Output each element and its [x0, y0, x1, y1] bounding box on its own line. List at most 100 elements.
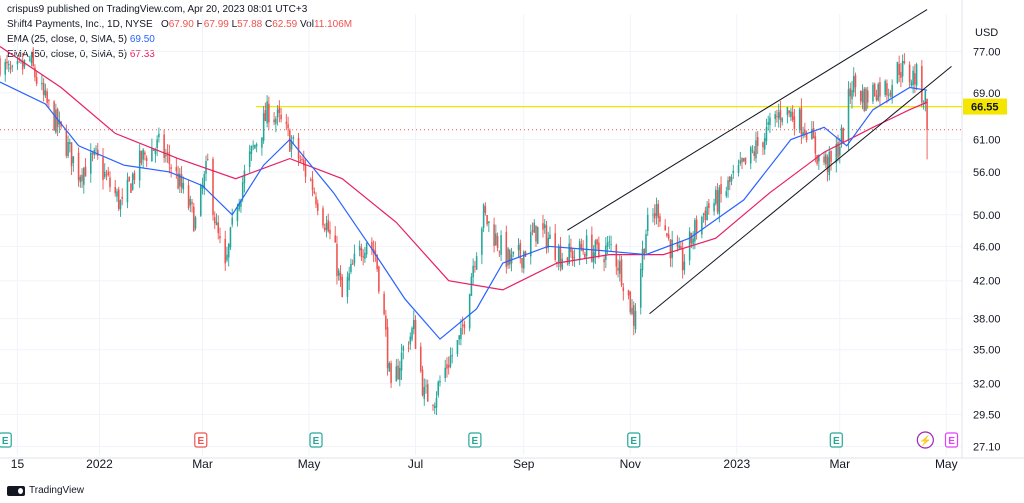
candle-body — [921, 66, 923, 103]
candle-body — [865, 88, 867, 111]
candle-body — [510, 254, 513, 264]
candle-body — [273, 119, 275, 123]
candle-body — [500, 235, 502, 255]
candle-body — [84, 166, 87, 177]
candle-body — [358, 245, 361, 251]
symbol-name[interactable]: Shift4 Payments, Inc., 1D, NYSE — [7, 19, 153, 30]
candle-body — [383, 293, 385, 315]
earnings-event-marker[interactable] — [309, 432, 323, 448]
candle-body — [21, 61, 24, 70]
publisher-text: crispus9 published on TradingView.com, A… — [7, 4, 308, 15]
ema25-line[interactable] — [0, 81, 928, 340]
candle-body — [825, 154, 827, 165]
candle-body — [55, 109, 57, 133]
candle-body — [692, 238, 694, 245]
candle-body — [72, 156, 75, 164]
candle-body — [193, 206, 195, 232]
candle-body — [177, 173, 179, 189]
candle-body — [646, 214, 649, 232]
candle-body — [549, 234, 551, 240]
earnings-event-marker[interactable] — [0, 432, 12, 448]
level-price-badge — [963, 98, 1007, 115]
earnings-event-marker[interactable] — [468, 432, 482, 448]
candle-body — [859, 90, 862, 102]
candle-body — [816, 154, 818, 164]
candle-body — [891, 84, 893, 98]
earnings-event-marker[interactable] — [627, 432, 641, 448]
candle-body — [823, 156, 825, 163]
candle-body — [571, 251, 574, 262]
candle-body — [278, 107, 281, 113]
x-tick-label: Nov — [620, 457, 641, 471]
candle-body — [744, 157, 747, 164]
candle-body — [484, 206, 487, 213]
ema50-legend[interactable]: EMA (50, close, 0, SMA, 5) 67.33 — [7, 49, 155, 61]
candle-body — [653, 213, 656, 219]
candle-body — [474, 266, 476, 268]
channel-upper-trendline[interactable] — [567, 9, 928, 231]
candle-body — [119, 199, 122, 210]
candle-body — [292, 137, 295, 139]
candle-body — [194, 217, 197, 229]
candle-body — [299, 159, 302, 161]
candle-body — [264, 110, 267, 122]
candle-body — [219, 236, 221, 239]
candle-body — [884, 80, 886, 95]
candle-body — [666, 233, 668, 236]
publisher-line: crispus9 published on TradingView.com, A… — [7, 4, 307, 16]
candle-body — [594, 240, 597, 256]
candle-body — [128, 176, 130, 181]
earnings-event-marker[interactable] — [829, 432, 843, 448]
earnings-event-marker[interactable] — [194, 432, 208, 448]
candle-body — [578, 241, 581, 261]
candle-body — [676, 242, 679, 247]
candle-body — [847, 89, 850, 142]
candle-body — [365, 243, 368, 255]
candle-body — [243, 170, 246, 184]
candle-body — [873, 83, 876, 96]
candle-body — [304, 164, 307, 177]
ema50-line[interactable] — [0, 46, 928, 291]
event-marker-label: E — [948, 436, 955, 447]
candle-body — [42, 82, 45, 95]
candle-body — [313, 191, 316, 194]
channel-lower-trendline[interactable] — [649, 66, 952, 315]
candle-body — [151, 147, 153, 162]
candle-body — [619, 261, 621, 274]
candle-body — [351, 263, 354, 265]
event-marker-label: E — [313, 436, 320, 447]
candle-body — [48, 100, 50, 101]
candle-body — [657, 203, 659, 219]
candle-body — [248, 151, 251, 168]
candle-body — [545, 225, 548, 249]
candle-body — [788, 110, 790, 114]
candle-body — [793, 116, 796, 129]
candle-body — [28, 59, 31, 61]
dividend-split-event-marker[interactable] — [916, 431, 934, 449]
candle-body — [547, 237, 550, 248]
candle-body — [608, 241, 611, 243]
x-tick-label: 15 — [11, 457, 25, 471]
ema25-legend[interactable]: EMA (25, close, 0, SMA, 5) 69.50 — [7, 34, 155, 46]
candle-body — [683, 261, 686, 270]
tradingview-logo[interactable]: TradingView — [7, 485, 84, 496]
candle-body — [131, 173, 134, 190]
candle-body — [641, 248, 644, 271]
candle-body — [433, 405, 436, 408]
close-label: C — [264, 19, 273, 30]
candle-body — [109, 177, 111, 188]
candle-body — [144, 152, 146, 155]
candle-body — [35, 77, 38, 84]
candle-body — [694, 220, 696, 242]
high-label: H — [196, 19, 204, 30]
earnings-event-marker[interactable] — [944, 432, 959, 448]
candle-body — [598, 242, 600, 257]
candle-body — [620, 259, 623, 286]
candle-body — [378, 266, 380, 292]
y-tick-label: 46.00 — [973, 241, 1001, 253]
candle-body — [163, 134, 165, 159]
candle-body — [165, 154, 167, 157]
candle-body — [690, 232, 693, 244]
candle-body — [886, 83, 888, 96]
